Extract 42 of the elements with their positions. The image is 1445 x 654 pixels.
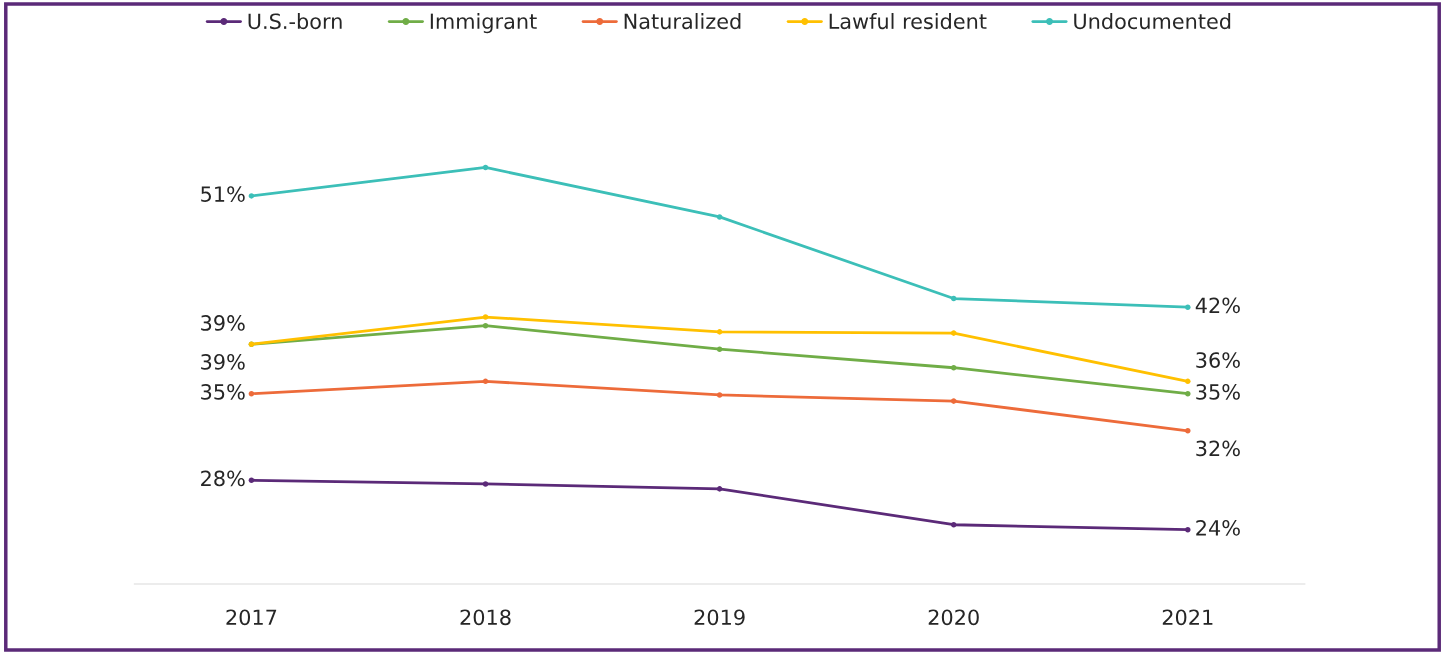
point [950, 295, 957, 302]
point [482, 481, 489, 487]
point [716, 392, 723, 398]
data-label: 39% [201, 353, 245, 370]
data-label: 32% [1196, 440, 1240, 457]
x-tick-label: 2017 [226, 609, 277, 626]
legend-label: Undocumented [1074, 13, 1231, 30]
point [1185, 304, 1191, 310]
data-label: 39% [201, 315, 245, 331]
data-label: 24% [1196, 519, 1240, 536]
data-label: 35% [201, 383, 245, 400]
data-label: 42% [1195, 297, 1240, 314]
point [950, 330, 957, 336]
x-tick-label: 2020 [928, 609, 979, 626]
legend-label: Naturalized [624, 13, 741, 30]
point [248, 477, 255, 484]
x-tick-label: 2019 [694, 609, 745, 626]
point [950, 521, 957, 528]
point [482, 378, 489, 385]
point [950, 364, 957, 371]
point [716, 486, 723, 492]
point [1185, 526, 1191, 533]
point [1185, 428, 1191, 434]
point [248, 193, 255, 199]
point [716, 329, 723, 335]
point [1185, 378, 1191, 385]
point [950, 398, 957, 404]
legend-label: Lawful resident [829, 13, 987, 30]
point [482, 314, 489, 320]
point [248, 390, 255, 397]
point [1185, 390, 1191, 397]
point [482, 322, 489, 329]
data-label: 35% [1196, 383, 1240, 400]
point [716, 214, 723, 220]
data-label: 28% [201, 470, 245, 487]
legend-label: U.S.-born [248, 13, 342, 30]
x-tick-label: 2018 [460, 609, 511, 626]
data-label: 51% [201, 186, 245, 202]
x-tick-label: 2021 [1162, 609, 1213, 626]
legend-label: Immigrant [430, 13, 537, 34]
data-label: 36% [1196, 352, 1240, 368]
point [716, 346, 723, 352]
